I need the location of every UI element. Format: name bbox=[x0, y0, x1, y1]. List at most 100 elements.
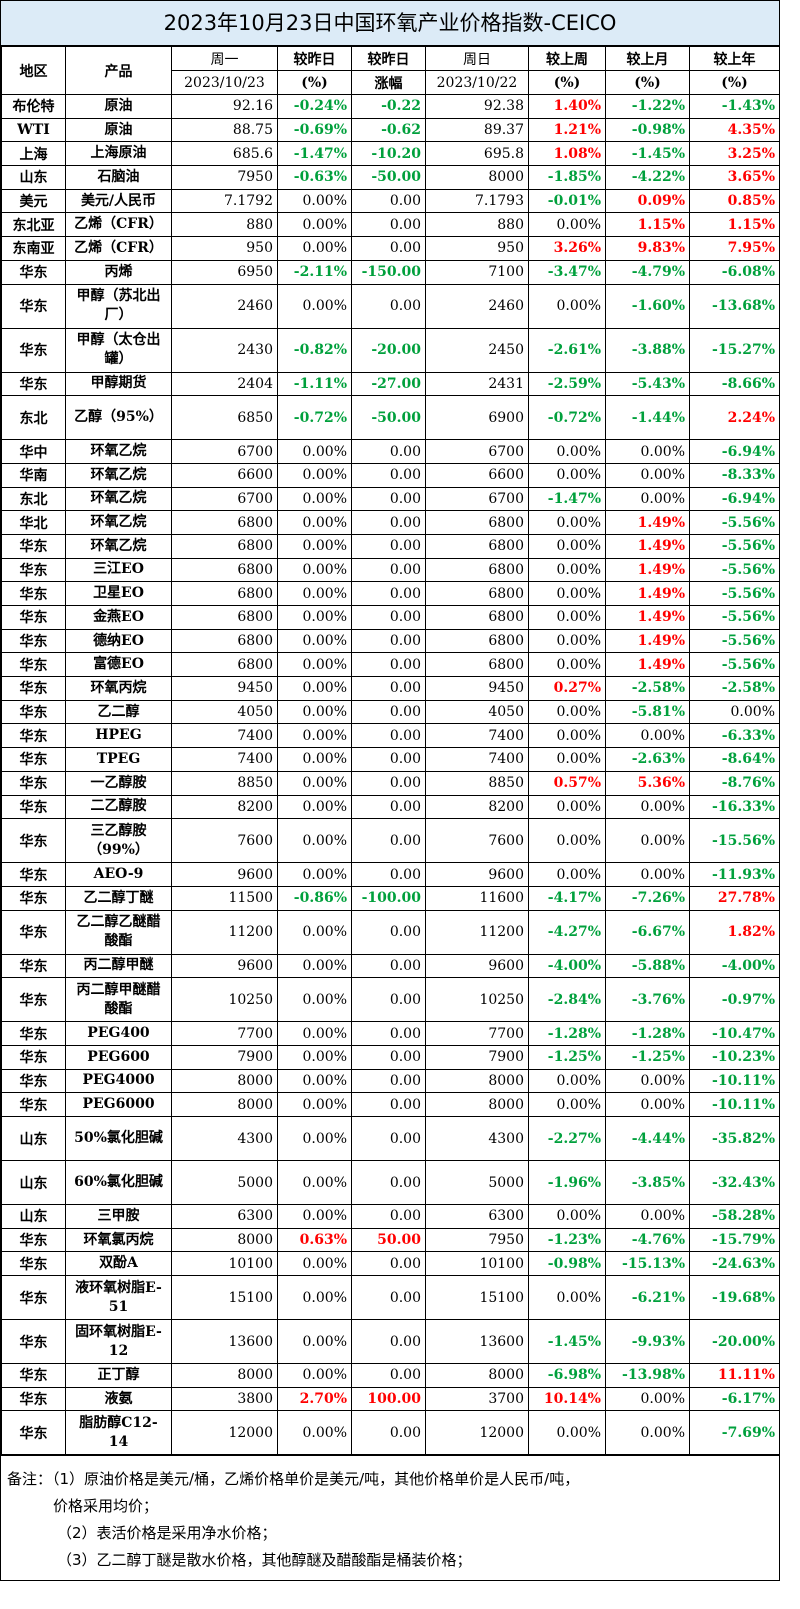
cell-dv: 50.00 bbox=[351, 1227, 426, 1253]
cell-mo: 0.00% bbox=[605, 462, 690, 488]
cell-region: WTI bbox=[1, 117, 66, 143]
cell-yr: -7.69% bbox=[689, 1410, 780, 1456]
cell-wk: -1.23% bbox=[528, 1227, 606, 1253]
cell-product: 液环氧树脂E-51 bbox=[65, 1275, 172, 1321]
cell-region: 华东 bbox=[1, 1251, 66, 1277]
cell-product: 60%氯化胆碱 bbox=[65, 1160, 172, 1205]
cell-dv: 0.00 bbox=[351, 533, 426, 559]
cell-mo: -1.60% bbox=[605, 283, 690, 329]
cell-wk: -2.84% bbox=[528, 977, 606, 1023]
cell-product: 德纳EO bbox=[65, 628, 172, 654]
cell-mo: -4.22% bbox=[605, 165, 690, 190]
cell-mon: 6850 bbox=[171, 395, 278, 441]
cell-mon: 11200 bbox=[171, 909, 278, 955]
cell-sun: 8000 bbox=[425, 1363, 529, 1388]
cell-region: 华东 bbox=[1, 283, 66, 329]
header-monday: 周一 bbox=[171, 46, 278, 71]
cell-mo: -15.13% bbox=[605, 1251, 690, 1277]
cell-mon: 9600 bbox=[171, 862, 278, 887]
header-day-change: 较昨日 bbox=[351, 46, 426, 71]
cell-wk: 0.00% bbox=[528, 1068, 606, 1094]
cell-yr: -5.56% bbox=[689, 581, 780, 606]
cell-product: 乙二醇丁醚 bbox=[65, 885, 172, 911]
cell-region: 华东 bbox=[1, 1021, 66, 1046]
cell-dv: 0.00 bbox=[351, 581, 426, 606]
cell-region: 华东 bbox=[1, 1068, 66, 1094]
table-row: 华东 HPEG 7400 0.00% 0.00 7400 0.00% 0.00% -6.33% bbox=[1, 723, 780, 749]
cell-mo: -4.44% bbox=[605, 1116, 690, 1161]
cell-mon: 12000 bbox=[171, 1410, 278, 1456]
cell-dp: 0.00% bbox=[277, 1251, 352, 1277]
cell-yr: -6.94% bbox=[689, 486, 780, 512]
cell-dp: 0.00% bbox=[277, 1092, 352, 1117]
table-body: 布伦特 原油 92.16 -0.24% -0.22 92.38 1.40% -1.22% -1.… bbox=[1, 94, 780, 1456]
cell-sun: 2450 bbox=[425, 327, 529, 373]
cell-sun: 10100 bbox=[425, 1251, 529, 1277]
cell-dp: 0.00% bbox=[277, 557, 352, 583]
cell-mon: 8000 bbox=[171, 1363, 278, 1388]
cell-sun: 4300 bbox=[425, 1116, 529, 1161]
cell-region: 华东 bbox=[1, 723, 66, 749]
cell-product: HPEG bbox=[65, 723, 172, 749]
cell-mo: -3.85% bbox=[605, 1160, 690, 1205]
table-row: 华东 液环氧树脂E-51 15100 0.00% 0.00 15100 0.00% -6.21… bbox=[1, 1275, 780, 1321]
table-row: 华东 PEG4000 8000 0.00% 0.00 8000 0.00% 0.00% -10.… bbox=[1, 1068, 780, 1094]
cell-dp: -1.11% bbox=[277, 371, 352, 397]
table-row: 华东 卫星EO 6800 0.00% 0.00 6800 0.00% 1.49% -5.56% bbox=[1, 581, 780, 606]
cell-yr: -5.56% bbox=[689, 652, 780, 678]
cell-product: PEG600 bbox=[65, 1044, 172, 1070]
cell-sun: 6800 bbox=[425, 652, 529, 678]
cell-region: 华东 bbox=[1, 1410, 66, 1456]
cell-region: 华东 bbox=[1, 818, 66, 864]
cell-mo: 1.49% bbox=[605, 605, 690, 630]
cell-dp: 0.00% bbox=[277, 1204, 352, 1229]
cell-yr: 1.82% bbox=[689, 909, 780, 955]
cell-sun: 6800 bbox=[425, 628, 529, 654]
cell-mon: 6700 bbox=[171, 486, 278, 512]
note-line-4: （3）乙二醇丁醚是散水价格，其他醇醚及醋酸酯是桶装价格； bbox=[57, 1551, 472, 1570]
cell-wk: -0.98% bbox=[528, 1251, 606, 1277]
cell-dp: -2.11% bbox=[277, 259, 352, 285]
cell-wk: 1.40% bbox=[528, 94, 606, 119]
cell-product: 乙醇（95%） bbox=[65, 395, 172, 441]
cell-mon: 3800 bbox=[171, 1386, 278, 1412]
cell-mo: 1.15% bbox=[605, 212, 690, 238]
cell-region: 华东 bbox=[1, 1386, 66, 1412]
cell-product: 三甲胺 bbox=[65, 1204, 172, 1229]
cell-sun: 7100 bbox=[425, 259, 529, 285]
cell-wk: -1.45% bbox=[528, 1319, 606, 1365]
cell-wk: 0.00% bbox=[528, 510, 606, 535]
header-month-change-unit: (%) bbox=[605, 70, 690, 95]
cell-wk: 0.00% bbox=[528, 283, 606, 329]
cell-product: 二乙醇胺 bbox=[65, 794, 172, 820]
cell-dv: 0.00 bbox=[351, 557, 426, 583]
cell-dv: 0.00 bbox=[351, 605, 426, 630]
cell-sun: 7400 bbox=[425, 723, 529, 749]
cell-mon: 6800 bbox=[171, 652, 278, 678]
cell-wk: 0.00% bbox=[528, 533, 606, 559]
cell-region: 华东 bbox=[1, 676, 66, 701]
cell-dv: 0.00 bbox=[351, 1021, 426, 1046]
cell-dv: 0.00 bbox=[351, 1160, 426, 1205]
cell-dv: 0.00 bbox=[351, 818, 426, 864]
cell-yr: -11.93% bbox=[689, 862, 780, 887]
cell-yr: -5.56% bbox=[689, 628, 780, 654]
table-row: 华东 脂肪醇C12-14 12000 0.00% 0.00 12000 0.00% 0.00%… bbox=[1, 1410, 780, 1456]
cell-mo: 0.00% bbox=[605, 1092, 690, 1117]
cell-mo: -5.88% bbox=[605, 953, 690, 979]
cell-dv: -50.00 bbox=[351, 165, 426, 190]
cell-dv: 100.00 bbox=[351, 1386, 426, 1412]
cell-wk: 0.00% bbox=[528, 747, 606, 772]
cell-mon: 9600 bbox=[171, 953, 278, 979]
header-week-change-unit: (%) bbox=[528, 70, 606, 95]
table-row: 华东 正丁醇 8000 0.00% 0.00 8000 -6.98% -13.98% 11.11… bbox=[1, 1363, 780, 1388]
cell-region: 华东 bbox=[1, 628, 66, 654]
cell-product: 环氧乙烷 bbox=[65, 462, 172, 488]
cell-wk: 0.00% bbox=[528, 818, 606, 864]
table-row: 上海 上海原油 685.6 -1.47% -10.20 695.8 1.08% -1.45% 3… bbox=[1, 141, 780, 167]
cell-sun: 11200 bbox=[425, 909, 529, 955]
cell-product: 甲醇（苏北出厂） bbox=[65, 283, 172, 329]
cell-dp: 0.00% bbox=[277, 723, 352, 749]
cell-region: 上海 bbox=[1, 141, 66, 167]
cell-dv: -0.62 bbox=[351, 117, 426, 143]
